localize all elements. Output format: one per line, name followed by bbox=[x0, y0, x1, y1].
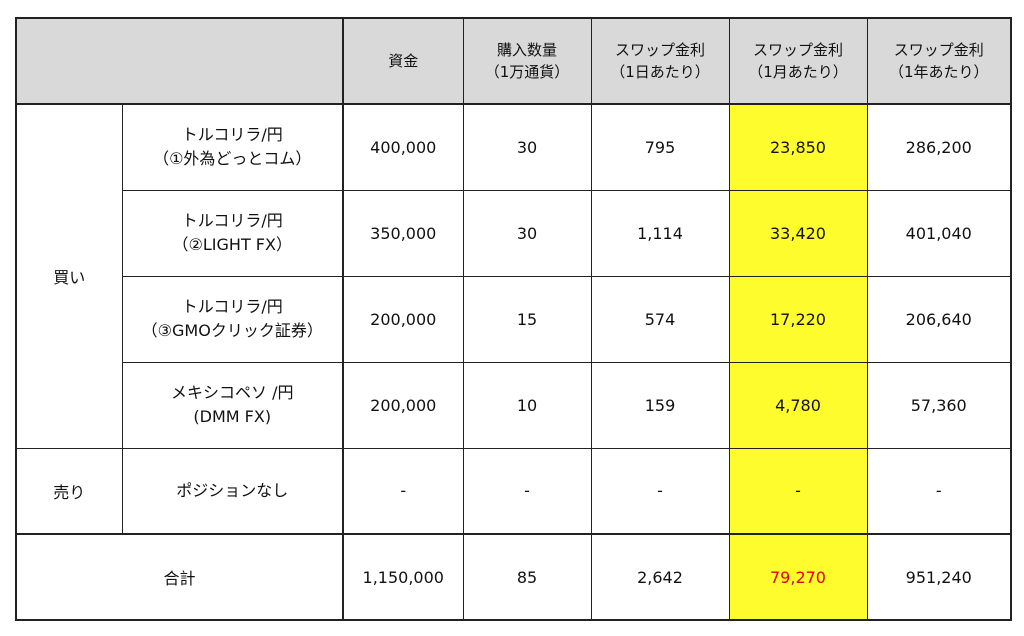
swap-interest-table: 資金 購入数量 （1万通貨） スワップ金利 （1日あたり） スワップ金利 （1月… bbox=[15, 17, 1012, 621]
swap-day-cell: 1,114 bbox=[590, 189, 730, 277]
header-quantity-line1: 購入数量 bbox=[496, 41, 557, 59]
buy-label: 買い bbox=[15, 103, 123, 449]
sell-quantity-cell: - bbox=[462, 447, 592, 535]
quantity-cell: 30 bbox=[462, 103, 592, 191]
pair-name: トルコリラ/円 bbox=[181, 125, 283, 145]
header-quantity-line2: （1万通貨） bbox=[484, 63, 570, 81]
capital-cell: 200,000 bbox=[342, 275, 464, 363]
header-swap-month-line1: スワップ金利 bbox=[752, 41, 843, 59]
total-label: 合計 bbox=[15, 533, 344, 621]
pair-name: トルコリラ/円 bbox=[181, 297, 283, 316]
swap-month-cell: 4,780 bbox=[728, 361, 868, 449]
sell-label: 売り bbox=[15, 447, 123, 535]
sell-swap-day-cell: - bbox=[590, 447, 730, 535]
table-row: トルコリラ/円 （③GMOクリック証券） 200,000 15 574 17,2… bbox=[16, 275, 1012, 363]
header-row: 資金 購入数量 （1万通貨） スワップ金利 （1日あたり） スワップ金利 （1月… bbox=[15, 17, 1012, 105]
header-swap-year: スワップ金利 （1年あたり） bbox=[866, 17, 1012, 105]
sell-pair-cell: ポジションなし bbox=[121, 447, 344, 535]
table-row: トルコリラ/円 （②LIGHT FX） 350,000 30 1,114 33,… bbox=[16, 189, 1012, 277]
header-quantity: 購入数量 （1万通貨） bbox=[462, 17, 592, 105]
capital-cell: 350,000 bbox=[342, 189, 464, 277]
pair-cell: トルコリラ/円 （①外為どっとコム） bbox=[121, 103, 344, 191]
swap-year-cell: 401,040 bbox=[866, 189, 1012, 277]
capital-cell: 200,000 bbox=[342, 361, 464, 449]
header-swap-day-line2: （1日あたり） bbox=[610, 63, 710, 81]
total-swap-day-cell: 2,642 bbox=[590, 533, 730, 621]
pair-name: トルコリラ/円 bbox=[181, 211, 283, 230]
swap-day-cell: 159 bbox=[590, 361, 730, 449]
swap-month-cell: 23,850 bbox=[728, 103, 868, 191]
table-row: メキシコペソ /円 (DMM FX) 200,000 10 159 4,780 … bbox=[16, 361, 1012, 449]
pair-cell: トルコリラ/円 （②LIGHT FX） bbox=[121, 189, 344, 277]
pair-cell: メキシコペソ /円 (DMM FX) bbox=[121, 361, 344, 449]
swap-month-cell: 17,220 bbox=[728, 275, 868, 363]
swap-year-cell: 57,360 bbox=[866, 361, 1012, 449]
quantity-cell: 30 bbox=[462, 189, 592, 277]
header-swap-year-line2: （1年あたり） bbox=[888, 63, 989, 81]
swap-month-cell: 33,420 bbox=[728, 189, 868, 277]
header-swap-day: スワップ金利 （1日あたり） bbox=[590, 17, 730, 105]
broker-name: (DMM FX) bbox=[193, 407, 272, 426]
broker-name: （②LIGHT FX） bbox=[172, 235, 292, 254]
quantity-cell: 10 bbox=[462, 361, 592, 449]
total-capital-cell: 1,150,000 bbox=[342, 533, 464, 621]
sell-swap-year-cell: - bbox=[866, 447, 1012, 535]
quantity-cell: 15 bbox=[462, 275, 592, 363]
pair-name: メキシコペソ /円 bbox=[171, 383, 294, 402]
table-row: 買い トルコリラ/円 （①外為どっとコム） 400,000 30 795 23,… bbox=[15, 103, 1012, 449]
sell-capital-cell: - bbox=[342, 447, 464, 535]
total-quantity-cell: 85 bbox=[462, 533, 592, 621]
sell-swap-month-cell: - bbox=[728, 447, 868, 535]
total-row: 合計 1,150,000 85 2,642 79,270 951,240 bbox=[15, 533, 1012, 621]
swap-day-cell: 574 bbox=[590, 275, 730, 363]
pair-cell: トルコリラ/円 （③GMOクリック証券） bbox=[121, 275, 344, 363]
total-swap-month-cell: 79,270 bbox=[728, 533, 868, 621]
total-swap-year-cell: 951,240 bbox=[866, 533, 1012, 621]
sell-row: 売り ポジションなし - - - - - bbox=[15, 447, 1012, 535]
swap-year-cell: 206,640 bbox=[866, 275, 1012, 363]
header-capital: 資金 bbox=[342, 17, 464, 105]
capital-cell: 400,000 bbox=[342, 103, 464, 191]
header-corner bbox=[15, 17, 344, 105]
header-swap-year-line1: スワップ金利 bbox=[893, 41, 984, 59]
header-swap-month: スワップ金利 （1月あたり） bbox=[728, 17, 868, 105]
swap-day-cell: 795 bbox=[590, 103, 730, 191]
broker-name: （①外為どっとコム） bbox=[153, 149, 312, 169]
header-swap-month-line2: （1月あたり） bbox=[748, 63, 848, 81]
swap-year-cell: 286,200 bbox=[866, 103, 1012, 191]
header-swap-day-line1: スワップ金利 bbox=[614, 41, 705, 59]
broker-name: （③GMOクリック証券） bbox=[141, 321, 323, 340]
